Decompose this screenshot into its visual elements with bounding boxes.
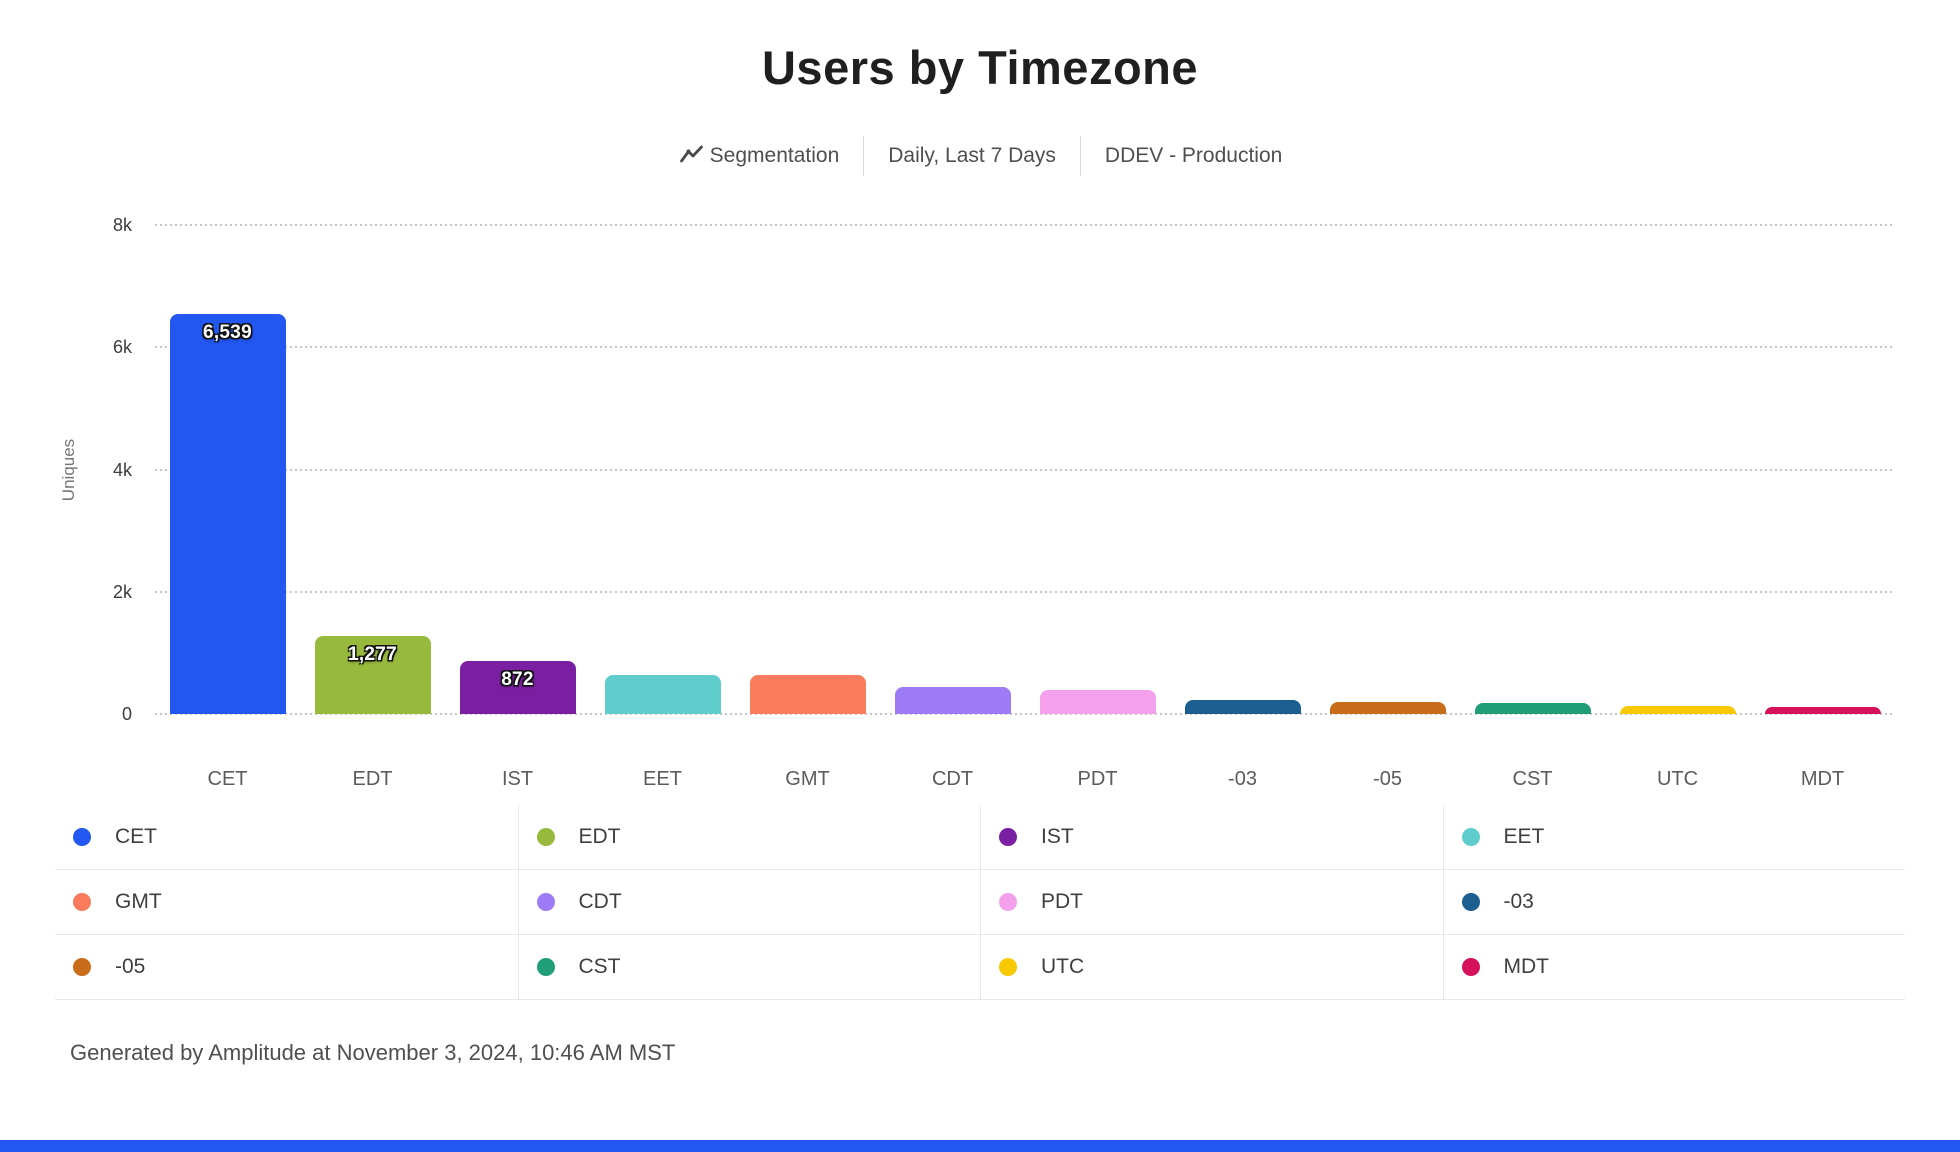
legend-item-PDT[interactable]: PDT — [980, 870, 1443, 935]
gridline — [155, 713, 1895, 715]
legend-swatch — [73, 893, 91, 911]
legend-swatch — [999, 958, 1017, 976]
bar-value-label: 1,277 — [347, 644, 398, 665]
x-axis-label-MDT: MDT — [1800, 768, 1845, 790]
segmentation-line-chart-icon — [679, 145, 703, 163]
legend-label: -03 — [1503, 890, 1534, 913]
bar-CET[interactable]: 6,539 — [169, 314, 286, 714]
legend-label: GMT — [115, 890, 162, 913]
y-tick-label: 8k — [112, 215, 132, 235]
legend-swatch — [73, 958, 91, 976]
legend-item-MDT[interactable]: MDT — [1442, 935, 1905, 1000]
legend-item-EDT[interactable]: EDT — [517, 805, 980, 870]
legend-label: IST — [1041, 825, 1074, 848]
legend-swatch — [999, 893, 1017, 911]
y-axis-title: Uniques — [59, 438, 79, 501]
bar-CST[interactable] — [1474, 703, 1591, 714]
x-axis-label-IST: IST — [501, 768, 534, 790]
y-tick-label: 6k — [112, 337, 132, 358]
legend-swatch — [536, 828, 555, 846]
legend-label: CET — [115, 825, 157, 848]
x-axis-label-GMT: GMT — [785, 768, 830, 790]
bar-EDT[interactable]: 1,277 — [314, 636, 431, 714]
legend-item-IST[interactable]: IST — [980, 805, 1443, 870]
legend-swatch — [1461, 958, 1480, 976]
x-axis-label-PDT: PDT — [1077, 768, 1118, 790]
legend-label: MDT — [1503, 955, 1550, 978]
x-axis-label-CST: CST — [1512, 768, 1553, 790]
bar-UTC[interactable] — [1619, 706, 1736, 714]
gridline — [155, 224, 1895, 226]
legend-label: -05 — [115, 955, 146, 978]
bar-GMT[interactable] — [749, 675, 866, 714]
legend-label: EDT — [578, 825, 621, 848]
legend-label: CST — [578, 955, 621, 978]
legend-swatch — [1461, 828, 1480, 846]
legend-swatch — [536, 958, 555, 976]
legend-swatch — [999, 828, 1017, 846]
page-title: Users by Timezone — [761, 41, 1199, 94]
legend-item--05[interactable]: -05 — [55, 935, 518, 1000]
gridline — [155, 468, 1895, 471]
legend-item-CST[interactable]: CST — [517, 935, 980, 1000]
x-axis-label--03: -03 — [1228, 768, 1257, 790]
bar-EET[interactable] — [604, 675, 721, 714]
legend-label: PDT — [1041, 890, 1083, 913]
project-label: DDEV - Production — [1104, 144, 1283, 167]
x-axis-label--05: -05 — [1373, 768, 1402, 790]
chart-type-label: Segmentation — [709, 144, 840, 167]
y-tick-label: 2k — [112, 581, 132, 602]
bar--05[interactable] — [1329, 702, 1446, 714]
legend-swatch — [1461, 893, 1480, 911]
divider — [863, 136, 865, 176]
bar-value-label: 6,539 — [202, 322, 253, 343]
bar-PDT[interactable] — [1039, 690, 1156, 714]
legend-item--03[interactable]: -03 — [1442, 870, 1905, 935]
gridline — [155, 346, 1895, 349]
bar--03[interactable] — [1184, 700, 1301, 714]
x-axis-label-UTC: UTC — [1656, 768, 1699, 790]
y-tick-label: 4k — [112, 459, 132, 480]
y-tick-label: 0 — [121, 704, 132, 724]
legend-label: UTC — [1041, 955, 1085, 978]
bar-MDT[interactable] — [1764, 707, 1881, 714]
bar-CDT[interactable] — [894, 687, 1011, 714]
legend-item-CET[interactable]: CET — [55, 805, 518, 870]
legend-label: EET — [1503, 825, 1545, 848]
legend-item-UTC[interactable]: UTC — [980, 935, 1443, 1000]
gridline — [155, 590, 1895, 593]
legend-swatch — [536, 893, 555, 911]
legend: CET EDT IST EET GMT CDT PDT -03 -05 CST UTC MDT — [55, 805, 1905, 1000]
x-axis-label-EDT: EDT — [352, 768, 393, 790]
interval-range-label: Daily, Last 7 Days — [888, 144, 1056, 167]
x-axis-label-CDT: CDT — [931, 768, 974, 790]
bar-IST[interactable]: 872 — [459, 661, 576, 714]
bar-value-label: 872 — [501, 669, 534, 690]
chart-meta-bar: Segmentation Daily, Last 7 Days DDEV - P… — [0, 136, 1960, 176]
legend-item-EET[interactable]: EET — [1442, 805, 1905, 870]
legend-item-GMT[interactable]: GMT — [55, 870, 518, 935]
x-axis-label-CET: CET — [207, 768, 248, 790]
x-axis-label-EET: EET — [643, 768, 682, 790]
brand-accent-bar — [0, 1140, 1960, 1152]
attribution-text: Generated by Amplitude at November 3, 20… — [70, 1040, 676, 1065]
legend-item-CDT[interactable]: CDT — [517, 870, 980, 935]
chart-type-chip: Segmentation — [678, 144, 840, 168]
legend-label: CDT — [578, 890, 622, 913]
divider — [1079, 136, 1081, 176]
legend-swatch — [73, 828, 91, 846]
